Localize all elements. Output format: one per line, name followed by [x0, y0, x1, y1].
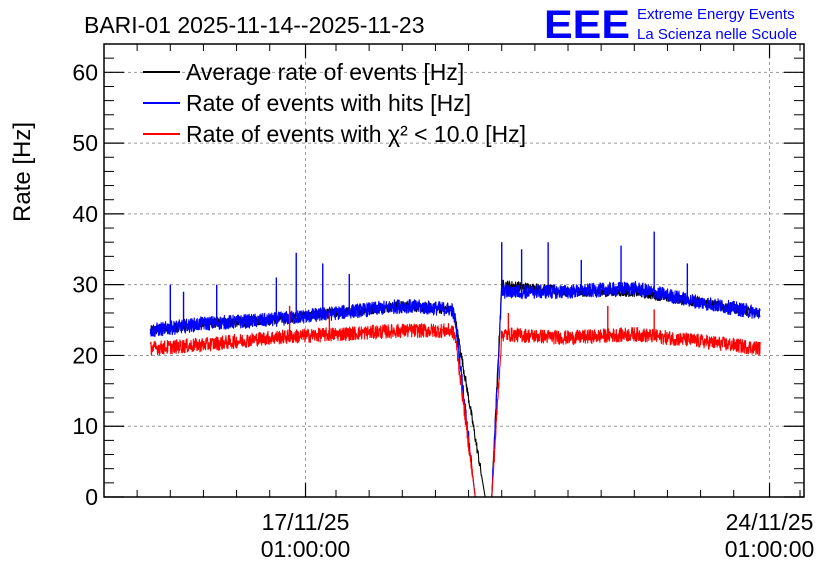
series-layer: [149, 231, 761, 498]
series-line-0: [149, 279, 761, 498]
series-line-2: [149, 323, 761, 498]
legend-label: Rate of events with χ² < 10.0 [Hz]: [186, 121, 526, 147]
grid-lines: [104, 44, 804, 497]
legend: Average rate of events [Hz] Rate of event…: [143, 59, 526, 147]
logo-mark: EEE: [544, 3, 630, 47]
x-tick-time: 01:00:00: [725, 536, 815, 562]
x-tick-time: 01:00:00: [261, 536, 351, 562]
y-tick-label: 10: [72, 413, 98, 439]
y-tick-label: 40: [72, 201, 98, 227]
logo-line-2: La Scienza nelle Scuole: [637, 26, 797, 43]
y-tick-label: 30: [72, 272, 98, 298]
eee-logo: EEE Extreme Energy Events La Scienza nel…: [544, 3, 797, 47]
y-tick-label: 20: [72, 342, 98, 368]
logo-line-1: Extreme Energy Events: [637, 6, 795, 23]
legend-label: Average rate of events [Hz]: [186, 59, 464, 85]
y-tick-label: 50: [72, 130, 98, 156]
y-tick-label: 0: [85, 484, 98, 510]
y-axis: 0 10 20 30 40 50 60: [72, 57, 804, 510]
x-tick-date: 24/11/25: [726, 509, 814, 535]
series-line-1: [149, 280, 761, 498]
x-tick-date: 17/11/25: [262, 509, 350, 535]
chart-title: BARI-01 2025-11-14--2025-11-23: [84, 12, 425, 38]
y-tick-label: 60: [72, 59, 98, 85]
legend-label: Rate of events with hits [Hz]: [186, 90, 471, 116]
y-axis-label: Rate [Hz]: [9, 122, 36, 222]
